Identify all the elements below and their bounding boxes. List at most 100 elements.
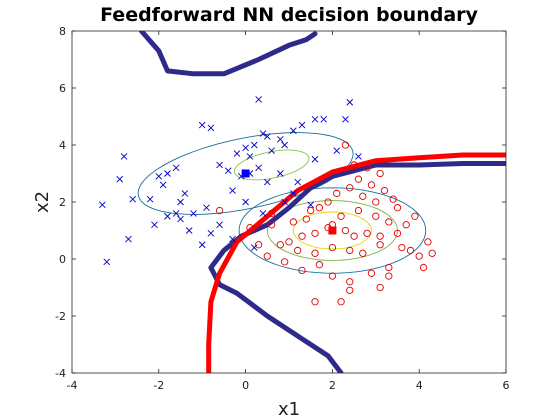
data-point-x [120, 153, 128, 160]
data-point-x [146, 195, 154, 203]
class-mean-marker [328, 226, 337, 235]
data-point-x-stroke [125, 235, 132, 243]
data-point-o [337, 298, 345, 306]
data-point-x-stroke [155, 173, 163, 180]
data-point-x-stroke [290, 127, 297, 135]
data-point-x [198, 121, 206, 129]
data-point-x [151, 221, 158, 229]
y-tick-label: 6 [59, 82, 66, 95]
data-point-x [203, 204, 210, 212]
data-point-x-stroke [277, 135, 284, 143]
data-point-x-stroke [177, 198, 184, 206]
covariance-ellipse [292, 211, 372, 250]
class-mean-marker [241, 169, 250, 178]
data-point-x [185, 227, 193, 234]
data-point-x [255, 96, 262, 103]
data-point-x-stroke [224, 167, 232, 174]
x-tick-label: 6 [503, 379, 510, 392]
data-point-x-stroke [116, 175, 124, 183]
data-point-o [376, 232, 384, 240]
plot-area [71, 30, 507, 374]
data-point-o [328, 243, 337, 252]
data-point-x [129, 195, 137, 203]
data-point-o [346, 286, 354, 294]
data-point-o [276, 241, 284, 249]
data-point-x [290, 190, 297, 197]
decision-boundary-line [206, 152, 506, 373]
data-point-x-stroke [129, 195, 137, 203]
data-point-o [350, 232, 358, 240]
data-point-o [367, 181, 376, 189]
data-point-o [341, 226, 350, 235]
data-point-o [359, 249, 367, 257]
data-point-o [328, 272, 337, 280]
data-point-x-stroke [151, 221, 158, 229]
data-point-o [415, 252, 423, 260]
data-point-o [281, 258, 289, 266]
data-point-x [307, 201, 315, 209]
data-point-x [268, 147, 275, 155]
data-point-x [99, 201, 106, 209]
chart-title: Feedforward NN decision boundary [100, 4, 478, 26]
covariance-ellipse [238, 187, 427, 274]
data-point-o [246, 223, 254, 232]
data-point-o [424, 238, 432, 246]
data-point-x-stroke [255, 164, 262, 172]
x-tick-label: 4 [416, 379, 423, 392]
data-point-o [350, 161, 358, 169]
data-point-x-stroke [103, 258, 111, 266]
y-tick-label: 2 [59, 196, 66, 209]
data-point-x-stroke [172, 164, 180, 172]
data-point-o [311, 298, 319, 306]
data-point-x [277, 170, 284, 177]
x-tick-label: 0 [242, 379, 249, 392]
data-point-x-stroke [259, 130, 267, 137]
data-point-o [285, 238, 293, 246]
data-points [99, 96, 436, 306]
y-tick-label: 8 [59, 25, 66, 38]
data-point-x [242, 144, 249, 152]
data-point-x [298, 121, 306, 129]
data-point-x [277, 135, 284, 143]
data-point-x [198, 241, 206, 249]
data-point-x-stroke [281, 198, 288, 206]
data-point-x [177, 215, 184, 223]
data-point-x [355, 153, 362, 160]
data-point-o [311, 249, 319, 257]
data-point-x [116, 175, 124, 183]
data-point-x-stroke [185, 227, 193, 234]
data-point-o [380, 186, 389, 195]
data-point-o [337, 212, 345, 220]
data-point-x-stroke [250, 244, 258, 251]
data-point-x-stroke [198, 121, 206, 129]
data-point-x-stroke [242, 144, 249, 152]
data-point-x-stroke [229, 235, 236, 243]
data-point-x-stroke [246, 153, 254, 160]
covariance-ellipse [233, 149, 310, 181]
data-point-x [224, 167, 232, 174]
data-point-x-stroke [216, 161, 223, 169]
y-axis-label: x2 [32, 191, 53, 213]
data-point-o [363, 164, 371, 172]
data-point-o [402, 221, 410, 229]
data-point-o [346, 278, 354, 286]
data-point-x-stroke [320, 116, 328, 123]
data-point-o [215, 206, 224, 215]
data-point-o [298, 266, 306, 275]
data-point-o [376, 241, 384, 249]
data-point-o [311, 229, 319, 238]
data-point-x [259, 210, 267, 217]
data-point-x-stroke [307, 201, 315, 209]
data-point-x-stroke [164, 212, 171, 220]
data-point-x-stroke [263, 133, 271, 140]
decision-boundary-line [138, 31, 318, 77]
data-point-x [229, 187, 236, 194]
decision-boundaries [138, 31, 506, 373]
data-point-x [155, 173, 163, 180]
data-point-o [393, 229, 402, 238]
data-point-x-stroke [333, 147, 341, 155]
data-point-x [263, 178, 271, 186]
data-point-o [315, 204, 324, 212]
data-point-x [216, 161, 223, 169]
